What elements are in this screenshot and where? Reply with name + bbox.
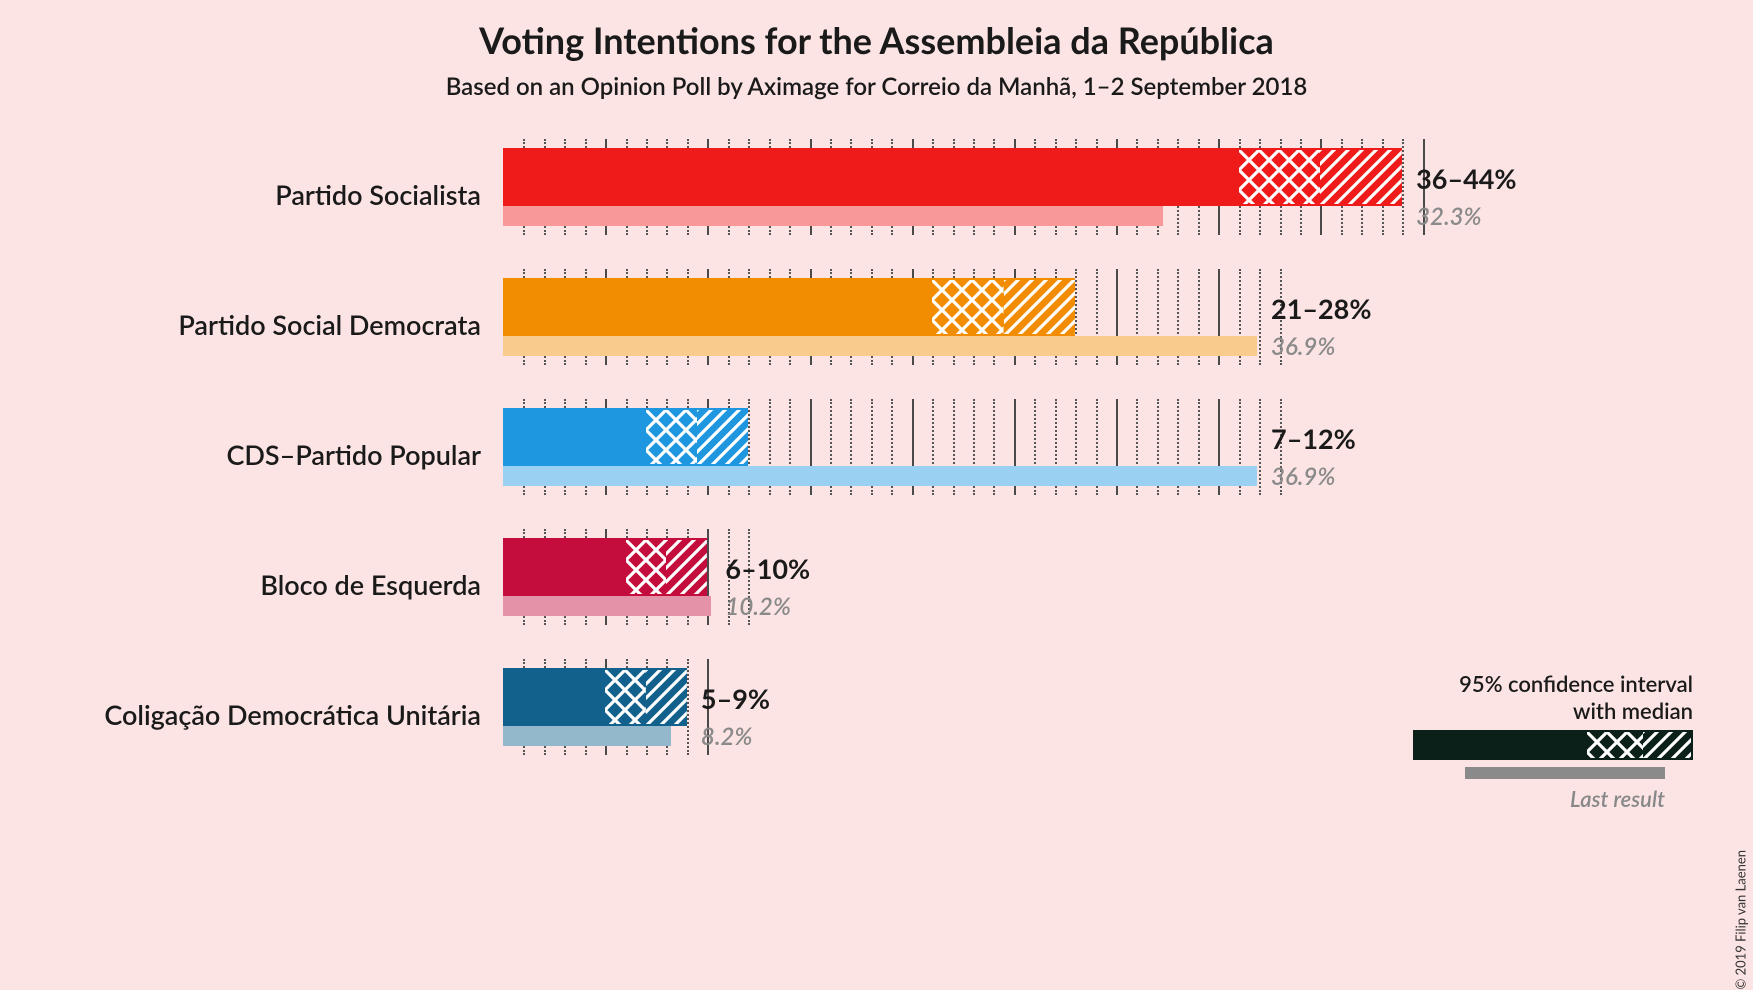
party-row: Partido Socialista 36–44% 32.3% bbox=[0, 148, 1753, 278]
confidence-bar bbox=[503, 668, 687, 726]
party-row: CDS–Partido Popular 7–12% 36.9% bbox=[0, 408, 1753, 538]
last-result-value: 32.3% bbox=[1416, 202, 1482, 231]
party-label: Partido Social Democrata bbox=[0, 308, 481, 341]
legend-ci-label-2: with median bbox=[1373, 697, 1693, 724]
copyright-label: © 2019 Filip van Laenen bbox=[1733, 850, 1749, 990]
last-result-bar bbox=[503, 466, 1257, 486]
last-result-value: 36.9% bbox=[1271, 332, 1335, 361]
legend-last-swatch bbox=[1465, 767, 1665, 779]
party-label: Coligação Democrática Unitária bbox=[0, 698, 481, 731]
confidence-bar bbox=[503, 408, 748, 466]
last-result-value: 10.2% bbox=[725, 592, 791, 621]
confidence-bar bbox=[503, 278, 1075, 336]
last-result-value: 8.2% bbox=[701, 722, 753, 751]
party-row: Bloco de Esquerda 6–10% 10.2% bbox=[0, 538, 1753, 668]
last-result-bar bbox=[503, 336, 1257, 356]
last-result-bar bbox=[503, 596, 711, 616]
range-value: 5–9% bbox=[701, 682, 770, 715]
party-label: Partido Socialista bbox=[0, 178, 481, 211]
range-value: 36–44% bbox=[1416, 162, 1516, 195]
legend-ci-swatch bbox=[1413, 730, 1693, 760]
confidence-bar bbox=[503, 538, 707, 596]
party-label: Bloco de Esquerda bbox=[0, 568, 481, 601]
party-row: Partido Social Democrata 21–28% 36.9% bbox=[0, 278, 1753, 408]
last-result-bar bbox=[503, 726, 671, 746]
chart-title: Voting Intentions for the Assembleia da … bbox=[0, 18, 1753, 62]
legend-last-label: Last result bbox=[1373, 785, 1665, 812]
legend-ci-label-1: 95% confidence interval bbox=[1373, 670, 1693, 697]
legend: 95% confidence intervalwith median Last r… bbox=[1373, 670, 1693, 812]
chart-subtitle: Based on an Opinion Poll by Aximage for … bbox=[0, 72, 1753, 101]
last-result-bar bbox=[503, 206, 1163, 226]
range-value: 7–12% bbox=[1271, 422, 1356, 455]
party-label: CDS–Partido Popular bbox=[0, 438, 481, 471]
last-result-value: 36.9% bbox=[1271, 462, 1335, 491]
range-value: 6–10% bbox=[725, 552, 810, 585]
range-value: 21–28% bbox=[1271, 292, 1371, 325]
confidence-bar bbox=[503, 148, 1402, 206]
